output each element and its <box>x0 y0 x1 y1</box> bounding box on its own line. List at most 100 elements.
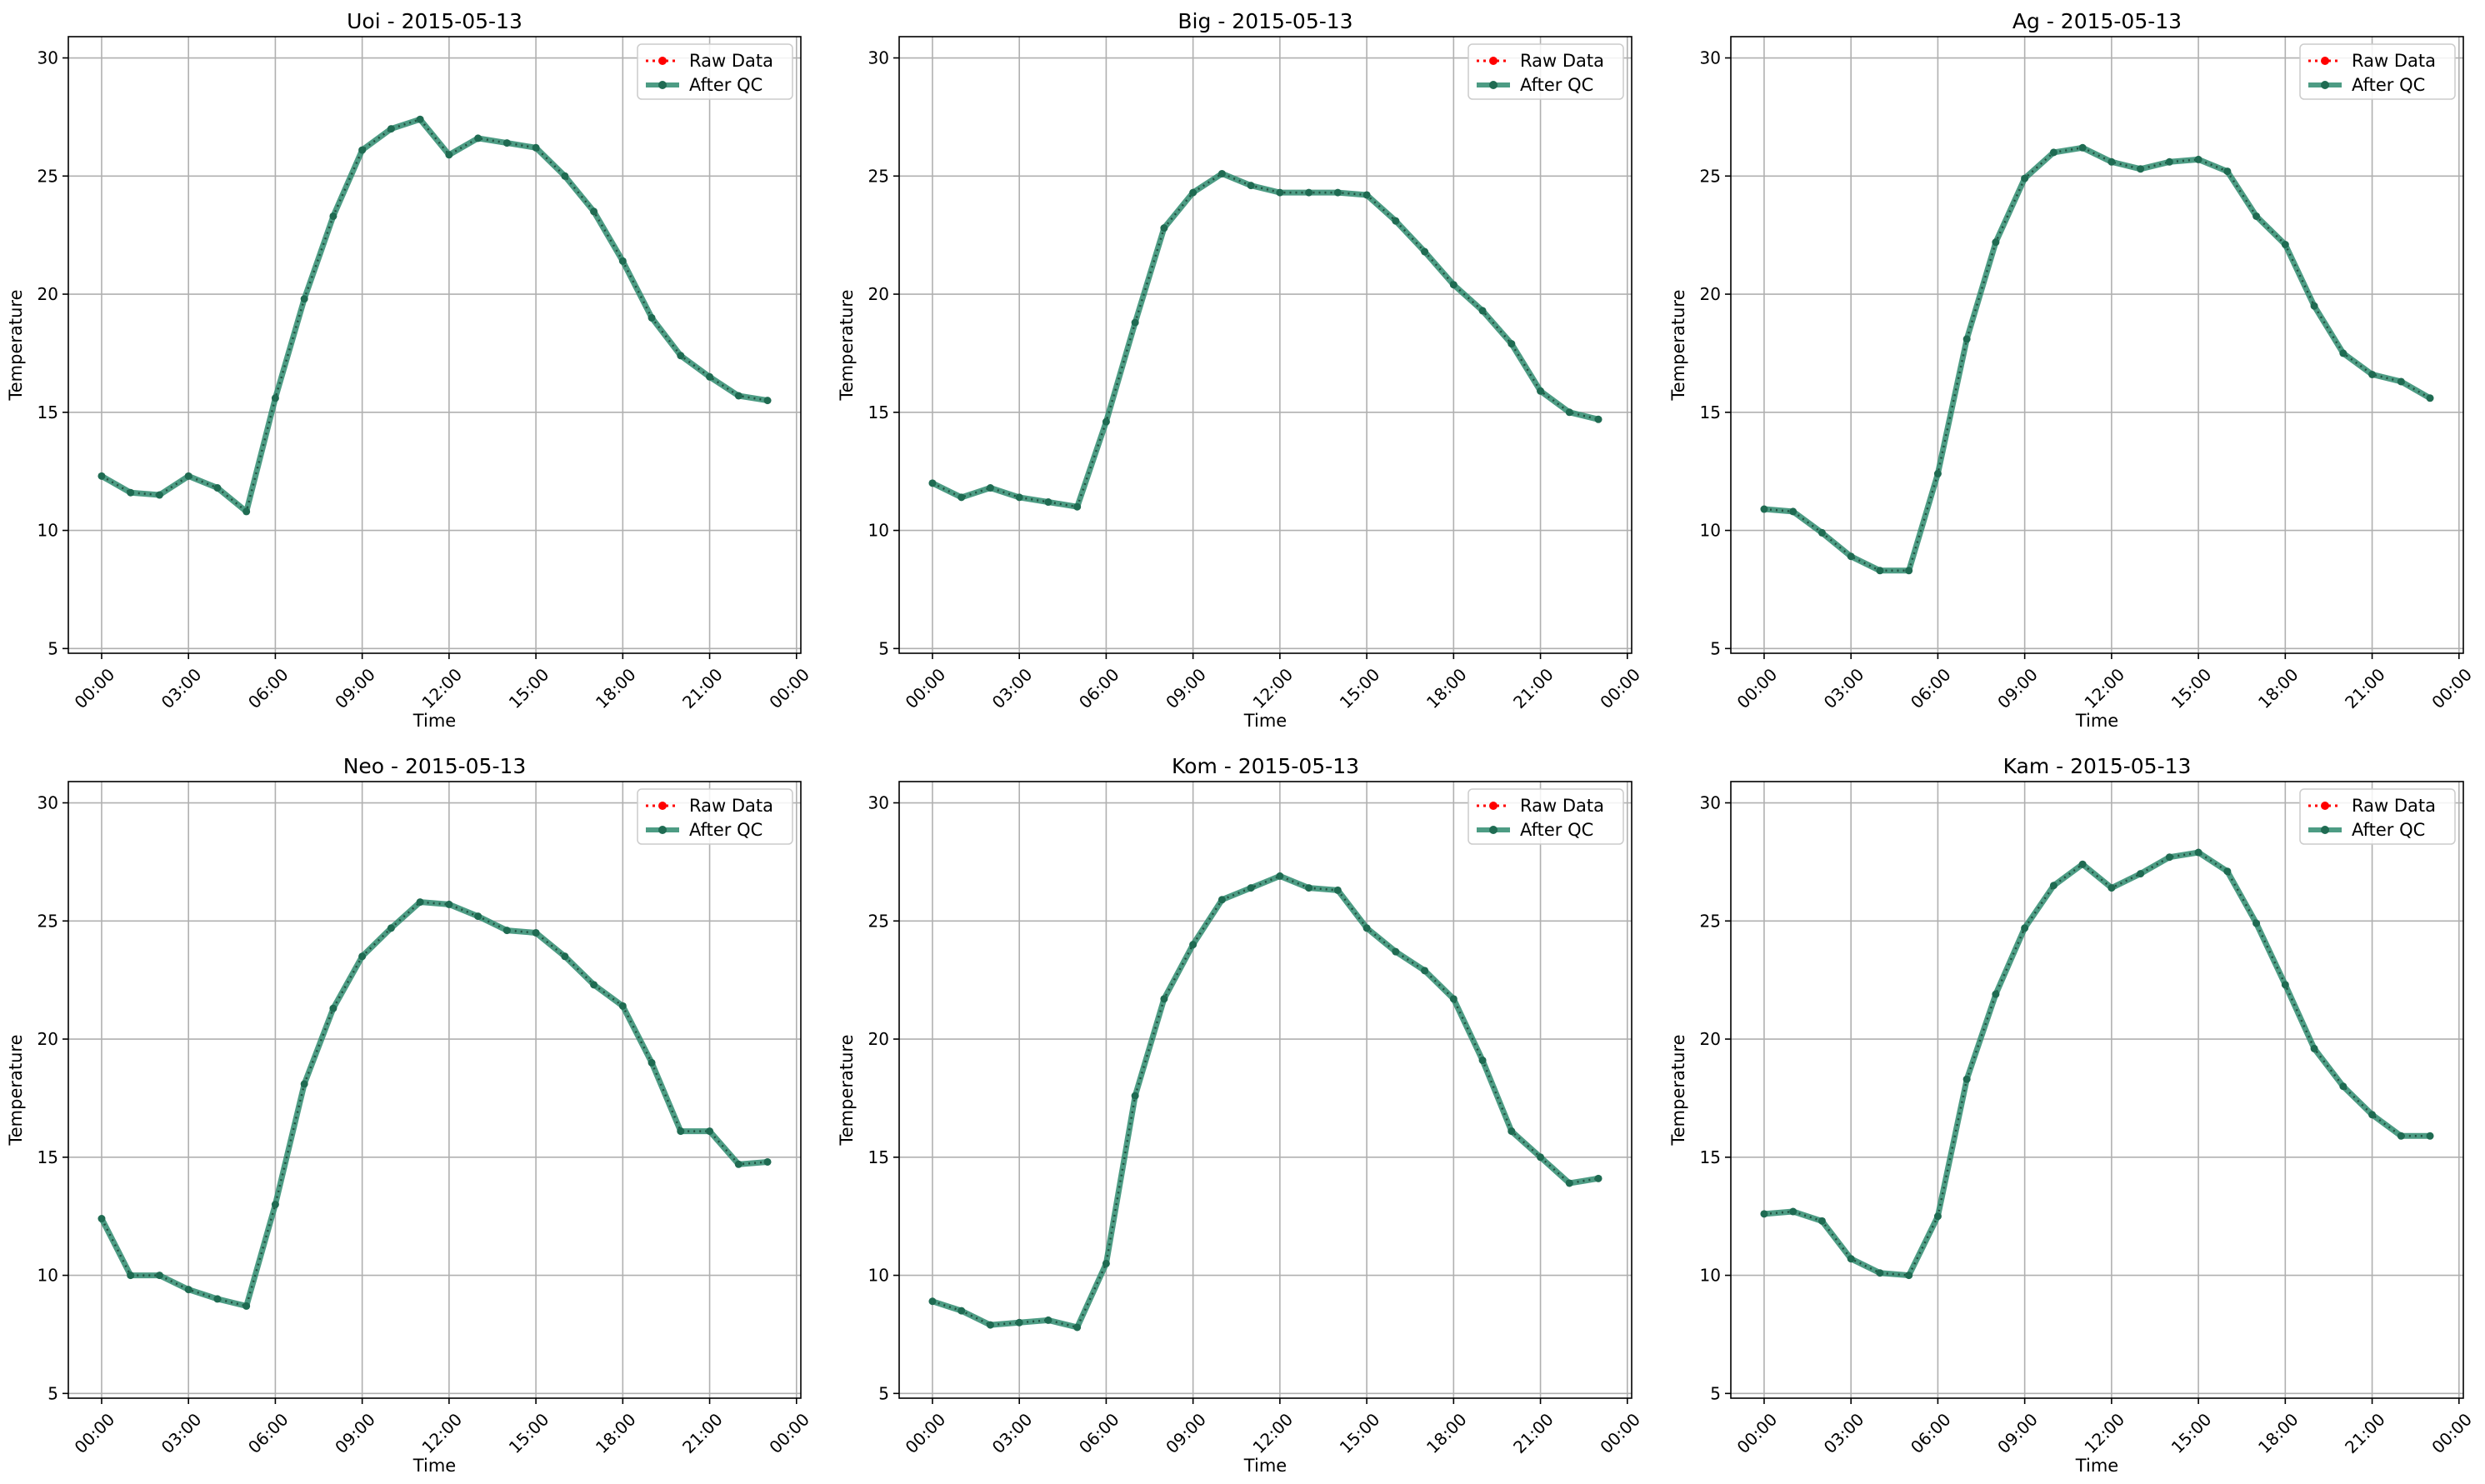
data-point-after-qc <box>329 212 338 220</box>
data-point-after-qc <box>2194 848 2202 857</box>
data-point-after-qc <box>155 1272 163 1280</box>
y-axis-label: Temperature <box>837 289 857 401</box>
x-tick-label: 09:00 <box>1162 664 1210 712</box>
data-point-after-qc <box>1189 941 1198 949</box>
data-point-after-qc <box>1508 340 1516 348</box>
data-point-after-qc <box>1218 169 1226 177</box>
x-tick-label: 00:00 <box>1733 664 1782 712</box>
series-line-after-qc <box>931 170 1599 510</box>
data-point-after-qc <box>734 1160 742 1168</box>
legend: Raw Data After QC <box>1468 788 1624 845</box>
x-tick-label: 03:00 <box>1820 1409 1868 1457</box>
data-point-after-qc <box>1789 1207 1798 1216</box>
data-point-after-qc <box>1818 528 1826 537</box>
data-point-after-qc <box>474 912 482 921</box>
y-tick-label: 15 <box>1700 402 1721 422</box>
data-point-after-qc <box>2049 882 2058 890</box>
series-line-after-qc <box>1763 144 2432 574</box>
data-point-after-qc <box>928 1297 937 1306</box>
y-axis-label: Temperature <box>1668 289 1688 401</box>
data-point-after-qc <box>986 1321 994 1329</box>
subplot-3: 5 10 15 20 25 30 00:00 03:00 06:00 09:00 12:00 15:0… <box>6 754 813 1476</box>
data-point-after-qc <box>271 1201 279 1209</box>
data-point-after-qc <box>300 295 308 303</box>
x-tick-label: 18:00 <box>1422 1409 1471 1457</box>
data-point-after-qc <box>358 146 367 154</box>
legend-marker-after-qc <box>2321 826 2329 834</box>
x-tick-label: 21:00 <box>678 1409 727 1457</box>
data-point-after-qc <box>184 472 192 480</box>
legend-marker-after-qc <box>2321 81 2329 89</box>
y-tick-label: 20 <box>1700 284 1721 304</box>
x-tick-label: 09:00 <box>1993 1409 2042 1457</box>
data-point-after-qc <box>561 952 569 961</box>
data-point-after-qc <box>734 392 742 400</box>
x-tick-label: 12:00 <box>2080 664 2128 712</box>
series-line-after-qc <box>100 116 768 515</box>
legend-label-raw-data: Raw Data <box>1520 51 1604 71</box>
x-tick-label: 00:00 <box>765 1409 813 1457</box>
data-point-after-qc <box>2165 853 2173 862</box>
data-point-after-qc <box>648 1058 656 1067</box>
x-tick-label: 09:00 <box>331 664 379 712</box>
data-point-after-qc <box>1508 1127 1516 1136</box>
x-tick-label: 00:00 <box>71 1409 119 1457</box>
data-point-after-qc <box>1160 995 1168 1003</box>
data-point-after-qc <box>2426 1132 2434 1140</box>
data-point-after-qc <box>1015 1318 1023 1327</box>
data-point-after-qc <box>127 1272 135 1280</box>
y-tick-label: 5 <box>1710 638 1721 658</box>
data-point-after-qc <box>1478 1057 1487 1065</box>
data-point-after-qc <box>1305 884 1313 892</box>
data-point-after-qc <box>1392 947 1400 956</box>
data-point-after-qc <box>1015 493 1023 502</box>
data-point-after-qc <box>1760 505 1768 513</box>
y-tick-label: 15 <box>868 402 889 422</box>
data-point-after-qc <box>1333 886 1342 894</box>
data-point-after-qc <box>1362 191 1371 199</box>
data-point-after-qc <box>1565 408 1573 417</box>
data-point-after-qc <box>1131 1092 1139 1100</box>
y-tick-label: 20 <box>38 1029 58 1049</box>
legend-label-raw-data: Raw Data <box>2352 796 2436 816</box>
x-tick-label: 09:00 <box>331 1409 379 1457</box>
data-point-after-qc <box>706 1127 714 1136</box>
data-point-after-qc <box>184 1286 192 1294</box>
axes-frame <box>1730 781 2464 1399</box>
data-point-after-qc <box>502 139 511 147</box>
y-tick-label: 30 <box>38 48 58 68</box>
data-point-after-qc <box>561 172 569 180</box>
data-point-after-qc <box>2426 394 2434 402</box>
x-axis-label: Time <box>2075 1456 2118 1476</box>
data-point-after-qc <box>590 207 598 216</box>
legend-label-raw-data: Raw Data <box>1520 796 1604 816</box>
y-tick-label: 25 <box>868 911 889 931</box>
data-point-after-qc <box>1537 387 1545 395</box>
x-tick-label: 09:00 <box>1162 1409 1210 1457</box>
x-tick-label: 06:00 <box>1907 1409 1955 1457</box>
data-point-after-qc <box>329 1004 338 1012</box>
data-point-after-qc <box>677 352 685 360</box>
data-point-after-qc <box>1962 1075 1971 1083</box>
data-point-after-qc <box>387 125 395 133</box>
data-point-after-qc <box>2078 860 2087 868</box>
x-tick-label: 15:00 <box>2168 1409 2216 1457</box>
x-tick-label: 21:00 <box>678 664 727 712</box>
y-tick-label: 15 <box>868 1147 889 1167</box>
data-point-after-qc <box>155 491 163 499</box>
data-point-after-qc <box>2223 167 2232 176</box>
y-tick-label: 10 <box>1700 521 1721 541</box>
chart-title: Kam - 2015-05-13 <box>2003 754 2192 778</box>
data-point-after-qc <box>1392 217 1400 225</box>
chart-title: Neo - 2015-05-13 <box>343 754 527 778</box>
data-point-after-qc <box>677 1127 685 1136</box>
subplot-4: 5 10 15 20 25 30 00:00 03:00 06:00 09:00 12:00 15:0… <box>837 754 1644 1476</box>
data-point-after-qc <box>2368 370 2377 378</box>
data-point-after-qc <box>242 507 251 516</box>
y-tick-label: 20 <box>868 284 889 304</box>
y-tick-label: 15 <box>38 402 58 422</box>
x-tick-label: 03:00 <box>158 1409 206 1457</box>
data-point-after-qc <box>1362 924 1371 932</box>
y-axis-label: Temperature <box>6 289 26 401</box>
data-point-after-qc <box>2194 155 2202 163</box>
